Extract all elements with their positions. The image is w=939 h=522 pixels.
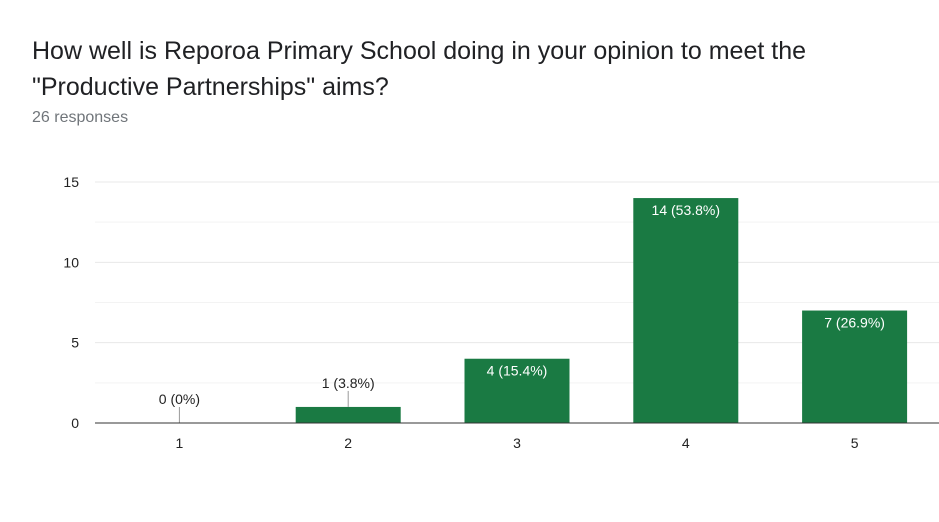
x-tick-label: 2 <box>344 435 352 451</box>
data-label: 4 (15.4%) <box>487 363 548 379</box>
y-tick-label: 10 <box>63 254 79 270</box>
bar <box>633 198 739 423</box>
bar <box>802 310 908 423</box>
data-label: 1 (3.8%) <box>322 375 375 391</box>
x-tick-label: 5 <box>851 435 859 451</box>
response-count: 26 responses <box>32 109 129 126</box>
x-tick-label: 4 <box>682 435 690 451</box>
y-tick-label: 5 <box>71 335 79 351</box>
y-tick-label: 0 <box>71 415 79 431</box>
data-label: 0 (0%) <box>159 391 200 407</box>
data-label: 14 (53.8%) <box>652 202 720 218</box>
x-tick-label: 1 <box>176 435 184 451</box>
chart-title: How well is Reporoa Primary School doing… <box>32 37 806 101</box>
data-label: 7 (26.9%) <box>824 315 885 331</box>
bar <box>464 358 570 423</box>
y-tick-label: 15 <box>63 174 79 190</box>
bar <box>295 406 401 423</box>
x-tick-label: 3 <box>513 435 521 451</box>
